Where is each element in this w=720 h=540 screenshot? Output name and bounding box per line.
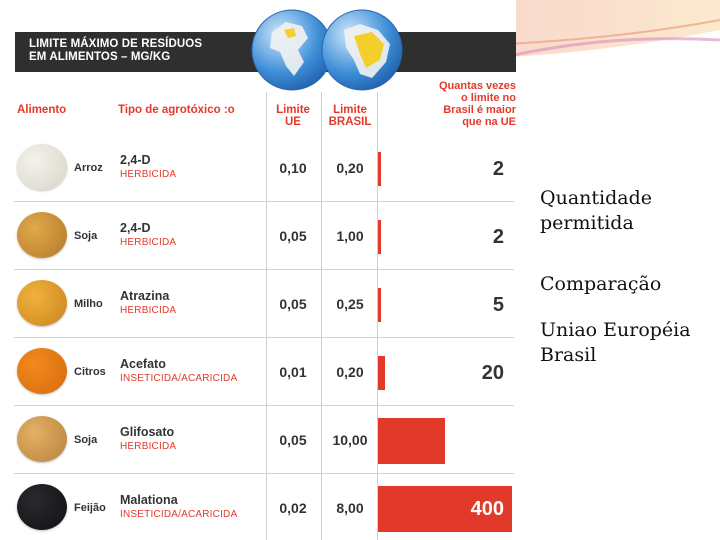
limit-brasil-value: 0,20 — [336, 160, 364, 176]
pesticide-type: HERBICIDA — [120, 305, 177, 316]
limit-ue-value: 0,05 — [279, 228, 307, 244]
title-line-2: EM ALIMENTOS – MG/KG — [29, 51, 171, 63]
pesticide-type: HERBICIDA — [120, 441, 177, 452]
limit-brasil-value: 8,00 — [336, 500, 364, 516]
ratio-factor: 2 — [492, 158, 504, 180]
side-label-comparison: Comparação — [540, 272, 661, 297]
pesticide-type: INSETICIDA/ACARICIDA — [120, 509, 238, 520]
header-pesticide-type: Tipo de agrotóxico :o — [118, 104, 235, 116]
pesticide-name: Malationa — [120, 493, 178, 507]
pesticide-name: Acefato — [120, 357, 166, 371]
row-separator — [14, 337, 514, 338]
header-times-line4: que na UE — [462, 116, 516, 128]
header-times-line2: o limite no — [461, 92, 516, 104]
pesticide-type: HERBICIDA — [120, 237, 177, 248]
ratio-bar — [378, 486, 512, 532]
ratio-bar — [378, 220, 381, 254]
food-image — [17, 484, 67, 530]
side-label-regions: Uniao Européia Brasil — [540, 318, 691, 368]
header-times-line3: Brasil é maior — [443, 104, 516, 116]
header-times-greater: Quantas vezes o limite no Brasil é maior… — [420, 80, 516, 128]
header-limit-ue-line1: Limite — [276, 104, 310, 116]
food-image — [17, 416, 67, 462]
food-name: Feijão — [74, 502, 106, 514]
limit-ue-value: 0,05 — [279, 296, 307, 312]
food-image — [17, 348, 67, 394]
ratio-factor: 2 — [492, 226, 504, 248]
column-separator — [266, 92, 267, 540]
pesticide-type: INSETICIDA/ACARICIDA — [120, 373, 238, 384]
side-label-quantity: Quantidade permitida — [540, 186, 652, 236]
side-line-5: Brasil — [540, 344, 597, 366]
column-separator — [321, 92, 322, 540]
pesticide-name: 2,4-D — [120, 221, 151, 235]
limit-brasil-value: 0,25 — [336, 296, 364, 312]
pesticide-name: Glifosato — [120, 425, 175, 439]
row-separator — [14, 473, 514, 474]
side-line-4: Uniao Européia — [540, 319, 691, 341]
row-separator — [14, 201, 514, 202]
pesticide-type: HERBICIDA — [120, 169, 177, 180]
header-limit-ue-line2: UE — [285, 116, 301, 128]
side-line-1: Quantidade — [540, 187, 652, 209]
header-times-line1: Quantas vezes — [438, 80, 516, 92]
header-limit-br-line1: Limite — [333, 104, 367, 116]
ratio-bar — [378, 152, 381, 186]
ratio-factor: 400 — [470, 498, 504, 520]
ratio-factor: 20 — [481, 362, 504, 384]
side-line-2: permitida — [540, 212, 634, 234]
limit-brasil-value: 0,20 — [336, 364, 364, 380]
food-image — [17, 144, 67, 190]
food-image — [17, 280, 67, 326]
limit-ue-value: 0,01 — [279, 364, 307, 380]
limit-ue-value: 0,05 — [279, 432, 307, 448]
food-name: Soja — [74, 230, 98, 242]
header-food: Alimento — [17, 104, 67, 116]
food-name: Arroz — [74, 162, 103, 174]
header-limit-br-line2: BRASIL — [328, 116, 372, 128]
limit-brasil-value: 10,00 — [332, 432, 368, 448]
infographic-title: LIMITE MÁXIMO DE RESÍDUOS EM ALIMENTOS –… — [15, 32, 251, 72]
pesticide-name: Atrazina — [120, 289, 170, 303]
limit-ue-value: 0,02 — [279, 500, 307, 516]
header-limit-ue: Limite UE — [270, 104, 316, 128]
column-separator — [377, 92, 378, 540]
pesticide-name: 2,4-D — [120, 153, 151, 167]
row-separator — [14, 269, 514, 270]
ratio-bar — [378, 356, 385, 390]
side-line-3: Comparação — [540, 273, 662, 295]
limit-ue-value: 0,10 — [279, 160, 307, 176]
limit-brasil-value: 1,00 — [336, 228, 364, 244]
title-line-1: LIMITE MÁXIMO DE RESÍDUOS — [29, 38, 203, 50]
food-name: Citros — [74, 366, 106, 378]
food-name: Soja — [74, 434, 98, 446]
food-name: Milho — [74, 298, 103, 310]
pesticide-infographic: LIMITE MÁXIMO DE RESÍDUOS EM ALIMENTOS –… — [14, 9, 516, 540]
row-separator — [14, 405, 514, 406]
ratio-factor: 5 — [492, 294, 504, 316]
food-image — [17, 212, 67, 258]
ratio-bar — [378, 418, 445, 464]
ratio-factor: 200 — [470, 430, 504, 452]
ratio-bar — [378, 288, 381, 322]
globes-illustration — [251, 9, 403, 91]
header-limit-brasil: Limite BRASIL — [326, 104, 374, 128]
